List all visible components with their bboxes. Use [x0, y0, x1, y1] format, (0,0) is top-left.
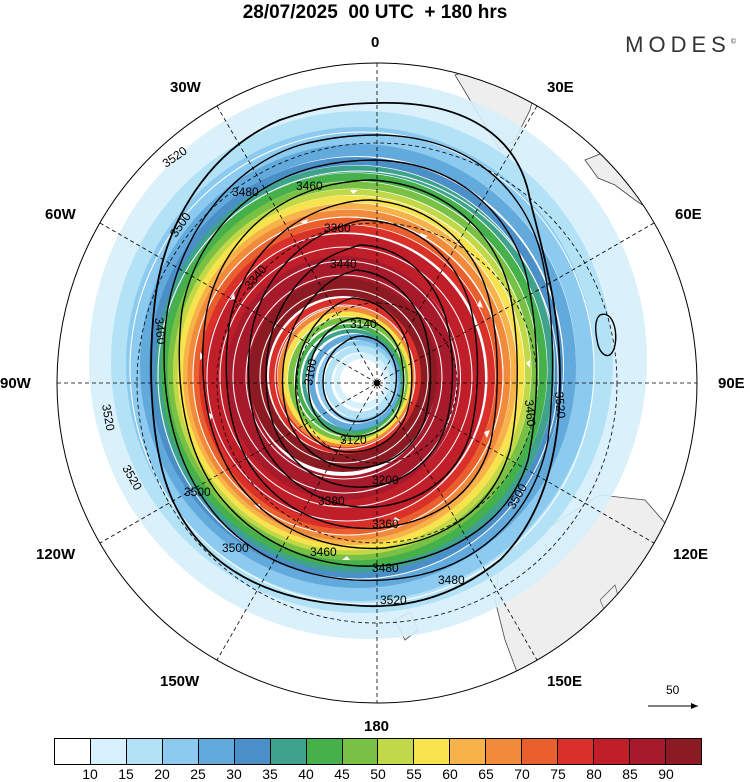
lon-label-60e: 60E — [675, 206, 702, 223]
contour-label: 3460 — [310, 545, 337, 559]
contour-label: 3380 — [318, 494, 345, 508]
brand-name: MODES — [625, 32, 731, 57]
lon-label-90e: 90E — [718, 375, 745, 392]
contour-label: 3440 — [330, 257, 357, 271]
colorbar-cell — [522, 739, 559, 764]
colorbar-tick-label: 60 — [442, 766, 458, 782]
lon-label-90w: 90W — [0, 375, 31, 392]
brand-logo: MODES© — [625, 32, 736, 58]
lon-label-150e: 150E — [547, 673, 583, 690]
lon-label-60w: 60W — [45, 206, 76, 223]
contour-label: 3460 — [296, 179, 323, 193]
graticule — [57, 63, 697, 703]
contour-label: 3520 — [380, 593, 407, 607]
colorbar-cell — [450, 739, 487, 764]
lon-label-150w: 150W — [160, 673, 200, 690]
colorbar-cell — [630, 739, 666, 764]
colorbar-cell — [234, 739, 271, 764]
contour-label: 3480 — [372, 561, 399, 575]
map-boundary — [56, 62, 698, 704]
colorbar-cell — [162, 739, 199, 764]
lon-label-30e: 30E — [547, 79, 574, 96]
colorbar-tick-label: 15 — [118, 766, 134, 782]
shaded-wind-rings — [89, 81, 647, 639]
colorbar-tick-label: 90 — [658, 766, 674, 782]
lon-label-0: 0 — [371, 34, 380, 51]
colorbar-tick-label: 70 — [514, 766, 530, 782]
colorbar-ticks: 10 15 20 25 30 35 40 45 50 55 60 65 70 75 80 85 90 — [54, 766, 702, 782]
contour-label: 3360 — [372, 517, 399, 531]
colorbar-tick-label: 40 — [298, 766, 314, 782]
colorbar-tick-label: 55 — [406, 766, 422, 782]
colorbar-tick-label: 65 — [478, 766, 494, 782]
vector-reference-value: 50 — [666, 683, 680, 697]
pole-marker — [374, 380, 380, 386]
colorbar-cell — [55, 739, 91, 764]
contour-label: 3520 — [99, 403, 117, 432]
contour-label: 3200 — [372, 473, 399, 487]
colorbar-tick-label: 20 — [154, 766, 170, 782]
colorbar-tick-label: 10 — [82, 766, 98, 782]
colorbar-cell — [306, 739, 343, 764]
wind-streamlines — [129, 131, 595, 605]
colorbar-cell — [558, 739, 595, 764]
contour-label: 3120 — [340, 433, 367, 447]
colorbar-cell — [270, 739, 307, 764]
contour-label: 3100 — [301, 357, 319, 386]
lon-label-120e: 120E — [673, 546, 709, 563]
contour-label: 3500 — [222, 541, 249, 555]
vector-reference-arrow — [648, 703, 698, 709]
colorbar-tick-label: 75 — [550, 766, 566, 782]
colorbar-tick-label: 30 — [226, 766, 242, 782]
wind-arrows — [200, 190, 530, 560]
colorbar-cell — [90, 739, 127, 764]
height-contour-labels: 3520 3480 3460 3500 3360 3140 3100 3120 … — [99, 143, 568, 607]
lon-label-30w: 30W — [170, 79, 201, 96]
colorbar-tick-label: 80 — [586, 766, 602, 782]
contour-label: 3360 — [324, 221, 351, 235]
contour-label: 3500 — [184, 485, 211, 499]
polar-map: 3520 3480 3460 3500 3360 3140 3100 3120 … — [56, 62, 698, 709]
map-title: 28/07/2025 00 UTC + 180 hrs — [242, 2, 508, 23]
contour-label: 3140 — [350, 317, 377, 331]
brand-mark: © — [730, 38, 736, 46]
colorbar-tick-label: 85 — [622, 766, 638, 782]
colorbar-tick-label: 25 — [190, 766, 206, 782]
colorbar-cell — [378, 739, 415, 764]
colorbar-cell — [594, 739, 630, 764]
colorbar — [54, 738, 702, 765]
lon-label-180: 180 — [364, 718, 390, 735]
colorbar-cell — [126, 739, 163, 764]
colorbar-cell — [414, 739, 451, 764]
height-contours — [150, 102, 617, 608]
colorbar-tick-label: 45 — [334, 766, 350, 782]
colorbar-tick-label: 50 — [370, 766, 386, 782]
colorbar-cell — [486, 739, 523, 764]
contour-label: 3460 — [152, 317, 168, 345]
colorbar-cell — [342, 739, 379, 764]
colorbar-cell — [665, 739, 701, 764]
colorbar-tick-label: 35 — [262, 766, 278, 782]
contour-label: 3480 — [438, 573, 465, 587]
contour-label: 3460 — [522, 399, 538, 427]
contour-label: 3480 — [232, 185, 259, 199]
contour-label: 3520 — [552, 391, 568, 419]
lon-label-120w: 120W — [36, 546, 76, 563]
colorbar-cell — [198, 739, 235, 764]
